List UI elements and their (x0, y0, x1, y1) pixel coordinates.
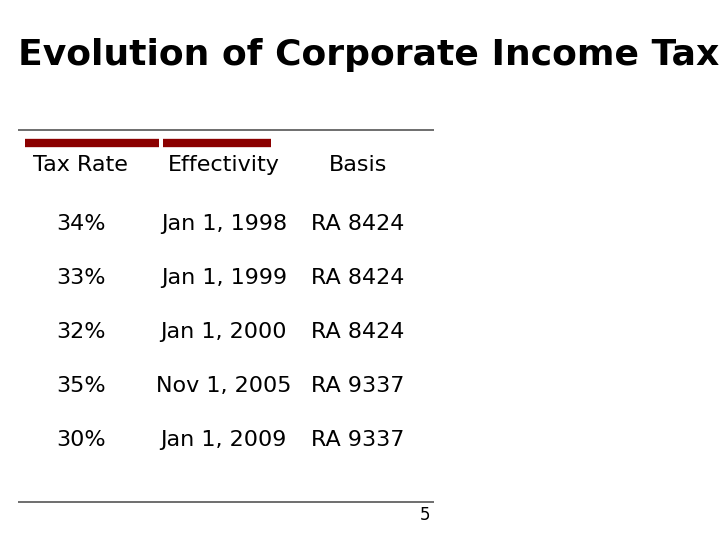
Text: RA 8424: RA 8424 (312, 214, 405, 234)
Text: 30%: 30% (55, 430, 105, 450)
Text: RA 9337: RA 9337 (312, 430, 405, 450)
Text: 5: 5 (419, 506, 430, 524)
Text: Tax Rate: Tax Rate (33, 154, 128, 175)
Text: Jan 1, 1998: Jan 1, 1998 (161, 214, 287, 234)
Text: 35%: 35% (55, 376, 105, 396)
Text: Nov 1, 2005: Nov 1, 2005 (156, 376, 292, 396)
Text: RA 8424: RA 8424 (312, 268, 405, 288)
Text: Jan 1, 1999: Jan 1, 1999 (161, 268, 287, 288)
Text: RA 8424: RA 8424 (312, 322, 405, 342)
Text: Jan 1, 2000: Jan 1, 2000 (161, 322, 287, 342)
Text: Effectivity: Effectivity (168, 154, 280, 175)
Text: 34%: 34% (56, 214, 105, 234)
Text: Basis: Basis (329, 154, 387, 175)
Text: 32%: 32% (56, 322, 105, 342)
Text: 33%: 33% (56, 268, 105, 288)
Text: Jan 1, 2009: Jan 1, 2009 (161, 430, 287, 450)
Text: Evolution of Corporate Income Tax Rate: Evolution of Corporate Income Tax Rate (18, 38, 720, 72)
Text: RA 9337: RA 9337 (312, 376, 405, 396)
